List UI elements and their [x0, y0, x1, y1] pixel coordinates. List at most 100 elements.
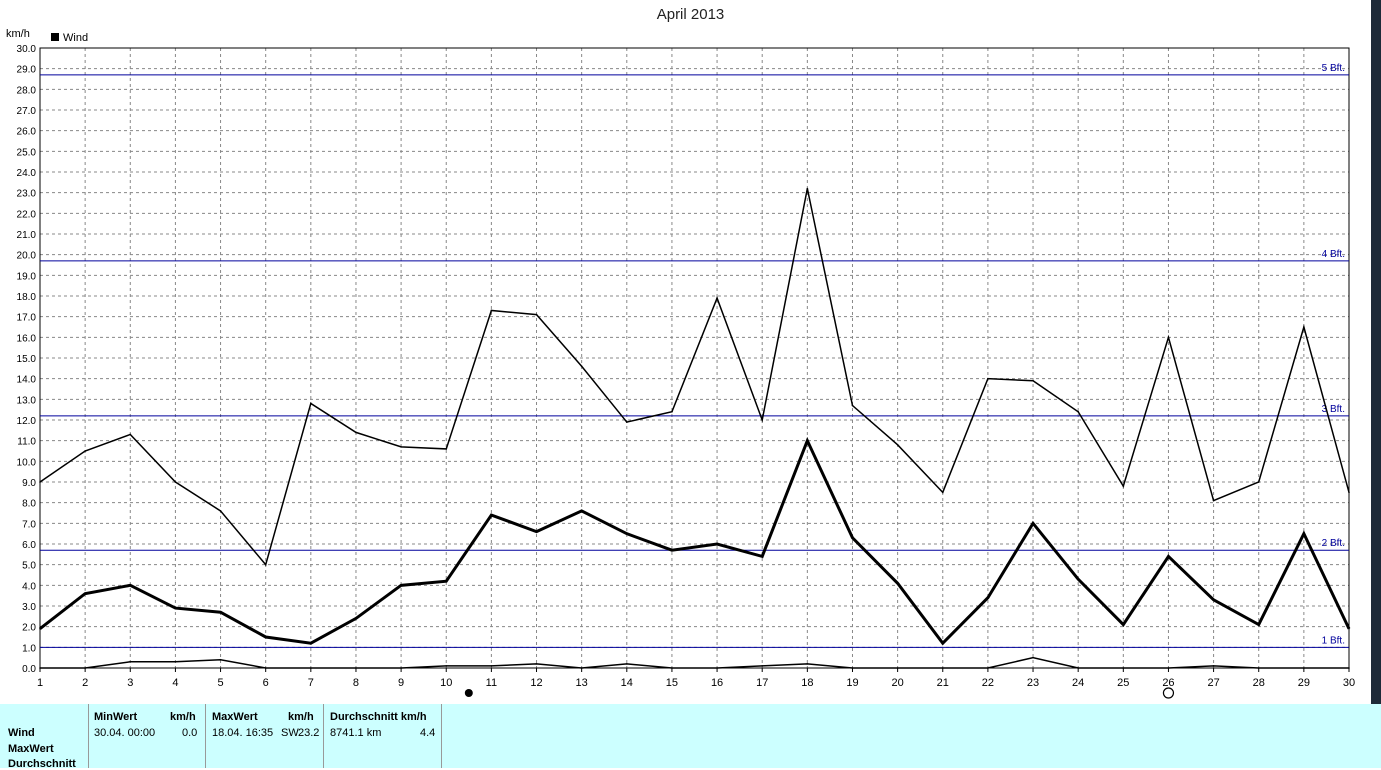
beaufort-label: 3 Bft.	[1322, 404, 1345, 415]
y-tick-label: 9.0	[22, 478, 36, 489]
y-tick-label: 27.0	[17, 106, 37, 117]
y-tick-label: 3.0	[22, 602, 36, 613]
data-point-avg	[851, 537, 854, 539]
data-point-max	[580, 365, 583, 368]
series-line-avg	[39, 436, 1351, 646]
y-tick-label: 5.0	[22, 561, 36, 572]
legend-label: Wind	[63, 32, 88, 44]
x-tick-label: 23	[1027, 677, 1039, 689]
data-point-min	[355, 667, 357, 669]
data-point-min	[896, 667, 899, 669]
row-label-maxwert: MaxWert	[8, 743, 54, 755]
y-tick-label: 25.0	[17, 147, 37, 158]
data-point-avg	[84, 592, 86, 595]
chart-title: April 2013	[656, 6, 725, 23]
data-point-min	[400, 667, 402, 669]
y-tick-label: 19.0	[17, 271, 37, 282]
y-tick-label: 26.0	[17, 127, 37, 138]
data-point-max	[1212, 499, 1215, 502]
data-point-avg	[1077, 578, 1079, 580]
x-tick-label: 18	[801, 677, 813, 689]
data-point-avg	[39, 627, 41, 630]
data-point-max	[716, 297, 718, 299]
data-point-min	[716, 667, 718, 669]
x-tick-label: 10	[440, 677, 452, 689]
x-tick-label: 7	[308, 677, 314, 689]
panel-divider	[205, 704, 206, 768]
x-tick-label: 9	[398, 677, 404, 689]
data-point-min	[987, 667, 989, 669]
data-point-min	[39, 667, 41, 669]
data-point-avg	[174, 607, 177, 609]
x-tick-label: 5	[217, 677, 223, 689]
x-tick-label: 30	[1343, 677, 1355, 689]
data-point-avg	[941, 642, 944, 644]
y-tick-label: 10.0	[17, 457, 37, 468]
stats-panel: Wind MaxWert Durchschnitt MinWert km/h 3…	[0, 704, 1381, 770]
data-point-avg	[490, 514, 493, 516]
data-point-avg	[264, 636, 267, 638]
x-tick-label: 21	[937, 677, 949, 689]
data-point-max	[1122, 485, 1125, 487]
panel-divider	[88, 704, 89, 768]
data-point-min	[84, 667, 86, 669]
data-point-avg	[1257, 623, 1260, 626]
data-point-max	[1032, 379, 1034, 382]
x-tick-label: 1	[37, 677, 43, 689]
data-point-min	[219, 658, 222, 661]
x-tick-label: 13	[576, 677, 588, 689]
x-tick-label: 16	[711, 677, 723, 689]
y-tick-label: 29.0	[17, 65, 37, 76]
data-point-avg	[445, 580, 448, 582]
max-header: MaxWert	[212, 711, 258, 723]
beaufort-label: 1 Bft.	[1322, 635, 1345, 646]
data-point-avg	[400, 584, 402, 587]
avg-header: Durchschnitt km/h	[330, 711, 427, 723]
data-point-min	[1212, 665, 1215, 667]
x-tick-label: 6	[263, 677, 269, 689]
data-point-min	[129, 661, 132, 663]
y-tick-label: 13.0	[17, 395, 37, 406]
data-point-min	[1122, 667, 1125, 669]
y-tick-label: 6.0	[22, 540, 36, 551]
data-point-min	[1303, 667, 1305, 669]
data-point-avg	[580, 510, 583, 512]
panel-divider	[323, 704, 324, 768]
data-point-max	[355, 431, 357, 434]
y-tick-label: 16.0	[17, 333, 37, 344]
data-point-avg	[761, 555, 764, 558]
data-point-min	[580, 667, 583, 669]
legend-swatch	[51, 33, 59, 41]
data-point-avg	[1348, 627, 1350, 630]
data-point-avg	[987, 596, 989, 599]
data-point-max	[625, 421, 628, 423]
data-point-max	[219, 510, 222, 512]
max-unit: km/h	[288, 711, 314, 723]
data-point-min	[310, 667, 312, 669]
data-point-min	[625, 663, 628, 665]
full-moon-icon	[464, 689, 473, 697]
x-tick-label: 20	[891, 677, 903, 689]
data-point-max	[84, 450, 86, 452]
x-tick-label: 4	[172, 677, 178, 689]
data-point-avg	[1212, 599, 1215, 601]
y-tick-label: 4.0	[22, 581, 36, 592]
x-tick-label: 3	[127, 677, 133, 689]
data-point-min	[535, 663, 538, 665]
y-tick-label: 15.0	[17, 354, 37, 365]
panel-divider	[441, 704, 442, 768]
data-point-max	[445, 448, 448, 450]
row-label-wind: Wind	[8, 727, 35, 739]
data-point-max	[941, 491, 944, 494]
window-edge	[1371, 0, 1381, 704]
data-point-avg	[1303, 532, 1305, 535]
data-point-max	[1077, 410, 1079, 413]
min-unit: km/h	[170, 711, 196, 723]
x-tick-label: 11	[486, 677, 497, 689]
x-tick-label: 2	[82, 677, 88, 689]
y-tick-label: 11.0	[17, 437, 36, 448]
data-point-max	[39, 481, 41, 483]
y-tick-label: 0.0	[22, 664, 36, 675]
data-point-avg	[1122, 623, 1125, 626]
data-point-min	[1077, 667, 1079, 669]
